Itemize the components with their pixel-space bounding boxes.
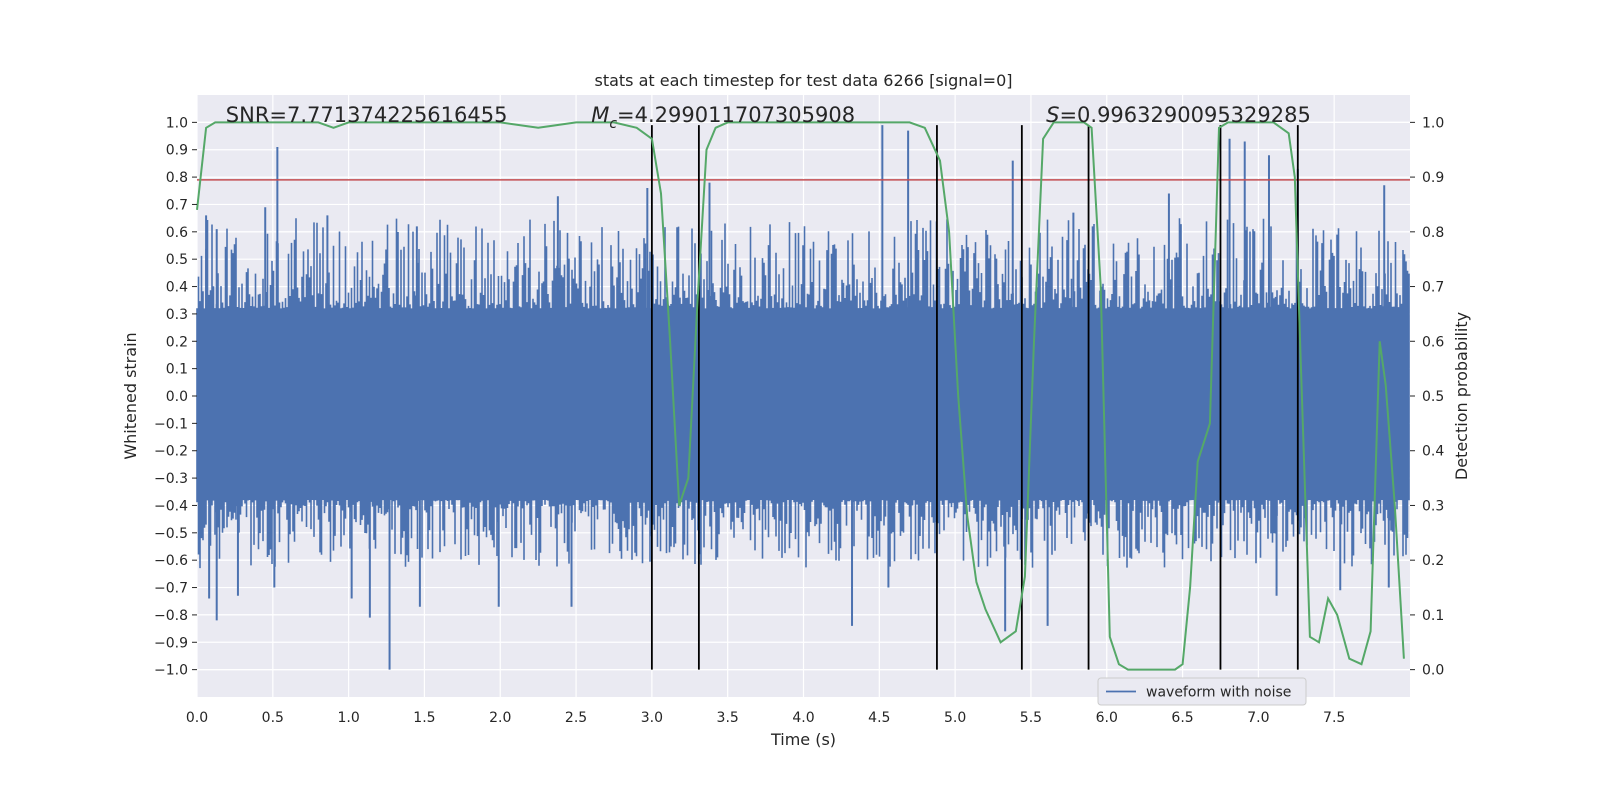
x-tick-label: 5.5: [1020, 710, 1042, 726]
legend-label-waveform: waveform with noise: [1146, 685, 1291, 701]
x-axis-label: Time (s): [770, 730, 836, 749]
x-tick-label: 6.0: [1096, 710, 1118, 726]
x-tick-label: 5.0: [944, 710, 966, 726]
x-tick-label: 6.5: [1171, 710, 1193, 726]
x-tick-label: 3.5: [717, 710, 739, 726]
y-tick-label: −0.7: [154, 581, 188, 597]
y-tick-label: −0.9: [154, 635, 188, 651]
y2-axis-label: Detection probability: [1452, 312, 1471, 480]
y-tick-label: −0.4: [154, 498, 188, 514]
y-tick-label: −0.3: [154, 471, 188, 487]
y2-tick-label: 0.3: [1422, 498, 1444, 514]
y-tick-label: −0.5: [154, 526, 188, 542]
chirp-mass-symbol: M: [591, 103, 609, 127]
y-tick-label: 0.4: [166, 280, 188, 296]
y2-tick-label: 0.4: [1422, 444, 1444, 460]
x-tick-label: 1.5: [413, 710, 435, 726]
spin-value: =0.9963290095329285: [1059, 103, 1310, 127]
y2-tick-label: 0.6: [1422, 334, 1444, 350]
chart-title: stats at each timestep for test data 626…: [594, 71, 1012, 90]
y-tick-label: 0.7: [166, 197, 188, 213]
snr-annotation: SNR=7.771374225616455: [226, 103, 508, 127]
y2-tick-label: 1.0: [1422, 115, 1444, 131]
y-tick-label: 0.5: [166, 252, 188, 268]
y-tick-label: 0.6: [166, 225, 188, 241]
y-tick-label: −0.6: [154, 553, 188, 569]
y-tick-label: −0.2: [154, 444, 188, 460]
y-tick-label: −1.0: [154, 663, 188, 679]
y2-tick-label: 0.0: [1422, 663, 1444, 679]
y-tick-label: 0.8: [166, 170, 188, 186]
legend: waveform with noise: [1097, 677, 1307, 706]
y2-tick-label: 0.9: [1422, 170, 1444, 186]
y-tick-label: 0.1: [166, 362, 188, 378]
x-tick-label: 4.0: [792, 710, 814, 726]
x-tick-label: 2.5: [565, 710, 587, 726]
y2-tick-label: 0.1: [1422, 608, 1444, 624]
y-tick-label: 0.3: [166, 307, 188, 323]
y2-tick-label: 0.8: [1422, 225, 1444, 241]
waveform-series: [196, 125, 1410, 670]
reference-lines: [197, 125, 1410, 670]
chirp-mass-value: =4.299011707305908: [617, 103, 855, 127]
chirp-mass-annotation: Mc=4.299011707305908: [591, 103, 855, 132]
spin-annotation: S=0.9963290095329285: [1046, 103, 1311, 127]
x-tick-label: 0.5: [262, 710, 284, 726]
y-tick-label: 0.9: [166, 143, 188, 159]
spin-symbol: S: [1046, 103, 1059, 127]
x-tick-label: 0.0: [186, 710, 208, 726]
x-tick-label: 3.0: [641, 710, 663, 726]
chirp-mass-subscript: c: [609, 116, 617, 132]
axes: 0.0 0.5 1.0 1.5 2.0 2.5 3.0 3.5 4.0 4.5 5.0 5.5 6.0 6…: [154, 115, 1444, 726]
detection-probability-line: [196, 121, 1405, 671]
legend-box: [1097, 677, 1307, 706]
x-tick-label: 4.5: [868, 710, 890, 726]
x-tick-label: 1.0: [337, 710, 359, 726]
x-tick-label: 7.5: [1323, 710, 1345, 726]
y2-tick-label: 0.2: [1422, 553, 1444, 569]
x-tick-label: 7.0: [1247, 710, 1269, 726]
probability-series: [196, 121, 1405, 671]
waveform-trace: [196, 218, 1410, 569]
y-tick-label: −0.8: [154, 608, 188, 624]
y-tick-label: 0.0: [166, 389, 188, 405]
y2-tick-label: 0.5: [1422, 389, 1444, 405]
y-axis-label: Whitened strain: [121, 332, 140, 459]
y-tick-label: 0.2: [166, 334, 188, 350]
x-tick-label: 2.0: [489, 710, 511, 726]
y-tick-label: 1.0: [166, 115, 188, 131]
y-tick-label: −0.1: [154, 416, 188, 432]
y2-tick-label: 0.7: [1422, 280, 1444, 296]
